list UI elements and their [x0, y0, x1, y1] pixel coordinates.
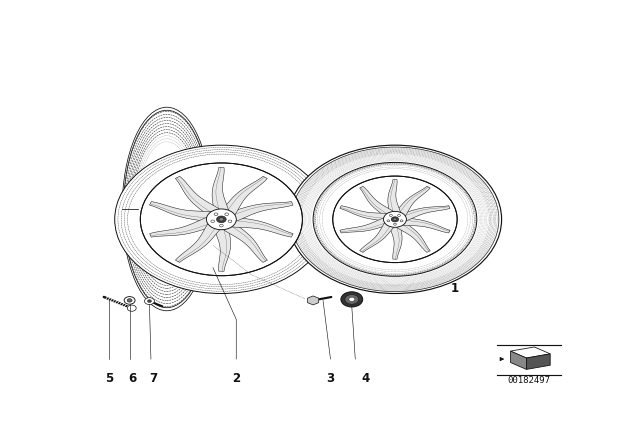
Ellipse shape: [391, 217, 399, 222]
Circle shape: [115, 145, 328, 293]
Polygon shape: [221, 176, 268, 216]
Ellipse shape: [393, 218, 397, 220]
Circle shape: [127, 305, 136, 311]
Polygon shape: [175, 177, 221, 217]
Circle shape: [145, 297, 154, 305]
Polygon shape: [150, 217, 214, 237]
Polygon shape: [388, 180, 401, 214]
Ellipse shape: [225, 213, 228, 215]
Polygon shape: [360, 186, 394, 217]
Ellipse shape: [207, 209, 236, 230]
Polygon shape: [527, 354, 550, 370]
Polygon shape: [395, 186, 430, 217]
Polygon shape: [360, 222, 395, 252]
Ellipse shape: [228, 220, 232, 223]
Polygon shape: [222, 222, 268, 263]
Text: 4: 4: [361, 371, 369, 384]
Circle shape: [127, 299, 132, 302]
Polygon shape: [401, 206, 450, 221]
Polygon shape: [340, 206, 388, 221]
Ellipse shape: [140, 163, 303, 276]
Text: 6: 6: [128, 371, 136, 384]
Polygon shape: [396, 221, 430, 252]
Ellipse shape: [219, 218, 224, 221]
Polygon shape: [228, 202, 293, 222]
Ellipse shape: [216, 216, 226, 223]
Polygon shape: [511, 351, 527, 370]
Polygon shape: [175, 223, 221, 263]
Ellipse shape: [387, 220, 390, 222]
Ellipse shape: [383, 211, 406, 227]
Circle shape: [349, 297, 355, 302]
Polygon shape: [340, 217, 389, 233]
Polygon shape: [389, 224, 402, 259]
Polygon shape: [214, 226, 230, 271]
Ellipse shape: [397, 215, 401, 216]
Polygon shape: [511, 347, 550, 358]
Polygon shape: [212, 168, 228, 212]
Polygon shape: [308, 296, 319, 305]
Polygon shape: [401, 217, 450, 233]
Polygon shape: [150, 202, 213, 222]
Ellipse shape: [333, 176, 457, 263]
Ellipse shape: [389, 215, 392, 216]
Circle shape: [288, 145, 502, 293]
Polygon shape: [230, 216, 293, 237]
Ellipse shape: [214, 213, 218, 215]
Ellipse shape: [394, 223, 396, 225]
Text: 7: 7: [149, 371, 157, 384]
Text: 3: 3: [326, 371, 335, 384]
Circle shape: [313, 163, 477, 276]
Text: 2: 2: [232, 371, 240, 384]
Text: 00182497: 00182497: [508, 376, 550, 385]
Text: 1: 1: [451, 282, 458, 295]
Circle shape: [341, 292, 363, 307]
Circle shape: [147, 300, 152, 302]
Text: 5: 5: [105, 371, 113, 384]
Ellipse shape: [400, 220, 403, 222]
Ellipse shape: [211, 220, 214, 223]
Ellipse shape: [220, 224, 223, 227]
Circle shape: [124, 297, 135, 304]
Circle shape: [345, 294, 359, 304]
